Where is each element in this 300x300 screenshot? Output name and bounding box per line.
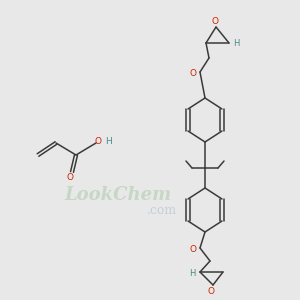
Text: O: O [208, 286, 214, 296]
Text: LookChem: LookChem [64, 186, 172, 204]
Text: O: O [94, 137, 101, 146]
Text: O: O [190, 68, 196, 77]
Text: H: H [233, 40, 239, 49]
Text: .com: .com [147, 203, 177, 217]
Text: H: H [189, 268, 195, 278]
Text: O: O [212, 17, 218, 26]
Text: O: O [67, 172, 73, 182]
Text: O: O [190, 244, 196, 253]
Text: H: H [105, 137, 111, 146]
